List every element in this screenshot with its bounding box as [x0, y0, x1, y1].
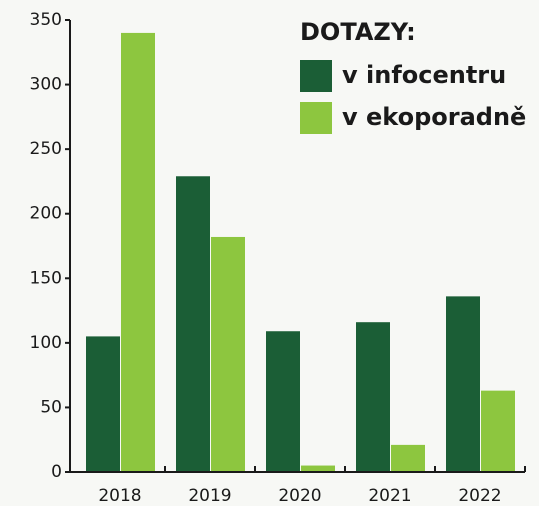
chart: DOTAZY: 0 50 100 150 200 250 300 350 2018 2019 202…	[0, 0, 539, 506]
x-tick-label: 2018	[98, 486, 141, 506]
bar	[266, 331, 300, 472]
legend-swatch	[300, 60, 332, 92]
bar	[356, 322, 390, 472]
y-tick-label: 100	[30, 333, 62, 353]
legend-label: v ekoporadně	[342, 103, 526, 131]
bar	[121, 33, 155, 472]
legend-title: DOTAZY:	[300, 18, 416, 46]
y-tick-label: 250	[30, 139, 62, 159]
x-tick-label: 2020	[278, 486, 321, 506]
legend-swatch	[300, 102, 332, 134]
y-tick-label: 50	[40, 397, 62, 417]
x-tick-label: 2019	[188, 486, 231, 506]
y-tick-label: 300	[30, 75, 62, 95]
bar	[86, 336, 120, 472]
x-tick-label: 2022	[458, 486, 501, 506]
y-tick-label: 150	[30, 268, 62, 288]
bar	[446, 296, 480, 472]
bar	[391, 445, 425, 472]
bar	[481, 391, 515, 472]
legend-label: v infocentru	[342, 61, 506, 89]
bar	[176, 176, 210, 472]
bar	[211, 237, 245, 472]
y-tick-label: 350	[30, 10, 62, 30]
y-tick-label: 0	[51, 462, 62, 482]
y-tick-label: 200	[30, 204, 62, 224]
x-tick-label: 2021	[368, 486, 411, 506]
